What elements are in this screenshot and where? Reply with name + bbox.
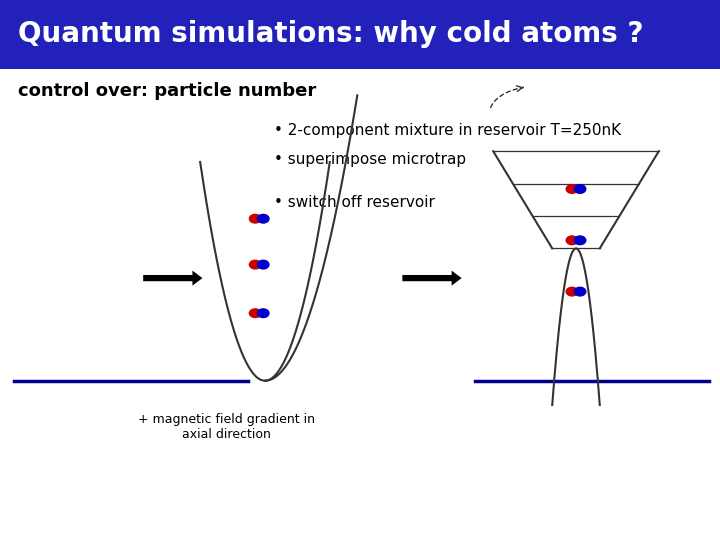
Circle shape [575,185,586,193]
Text: Quantum simulations: why cold atoms ?: Quantum simulations: why cold atoms ? [18,21,644,48]
Circle shape [566,185,577,193]
Text: • superimpose microtrap: • superimpose microtrap [274,152,466,167]
Text: • 2-component mixture in reservoir T=250nK: • 2-component mixture in reservoir T=250… [274,123,621,138]
Circle shape [575,236,586,245]
Circle shape [249,260,261,269]
Circle shape [258,309,269,318]
Circle shape [575,287,586,296]
Circle shape [249,214,261,223]
Circle shape [566,236,577,245]
Circle shape [258,214,269,223]
Text: • switch off reservoir: • switch off reservoir [274,195,434,211]
Text: + magnetic field gradient in
axial direction: + magnetic field gradient in axial direc… [138,413,315,441]
Bar [0,0,720,69]
Circle shape [249,309,261,318]
Circle shape [566,287,577,296]
Text: control over: particle number: control over: particle number [18,82,316,100]
Circle shape [258,260,269,269]
